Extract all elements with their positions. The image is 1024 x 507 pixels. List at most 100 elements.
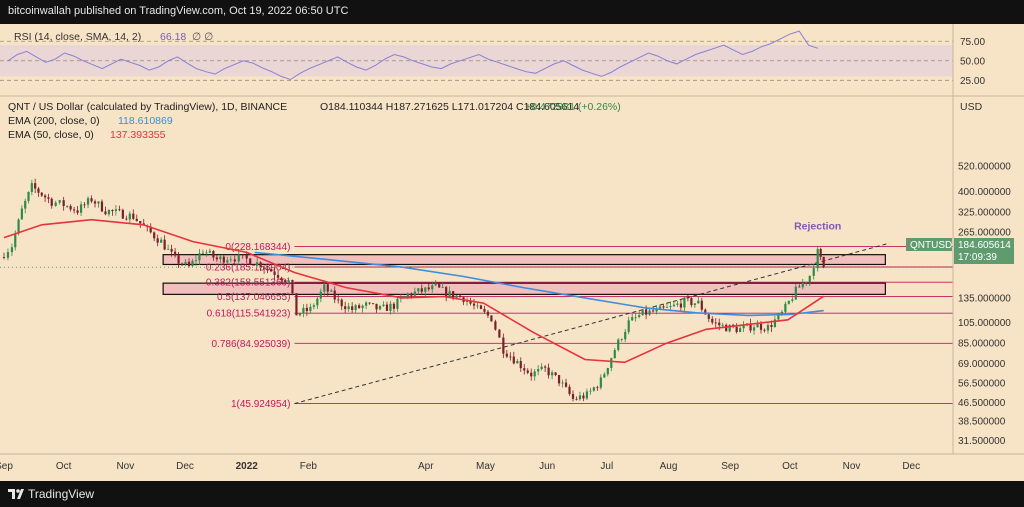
candle-body xyxy=(76,210,79,213)
candle-body xyxy=(465,301,469,303)
candle-body xyxy=(245,254,248,259)
candle-body xyxy=(37,188,40,193)
candle-body xyxy=(337,299,340,301)
candle-body xyxy=(256,262,259,266)
footer-bar: TradingView xyxy=(0,481,1024,507)
candle-body xyxy=(222,256,225,263)
published-text: bitcoinwallah published on TradingView.c… xyxy=(8,5,349,17)
candle-body xyxy=(641,309,644,316)
candle-body xyxy=(816,248,819,269)
candle-body xyxy=(773,319,777,327)
candle-body xyxy=(742,325,745,329)
candle-body xyxy=(448,291,451,297)
candle-body xyxy=(351,306,354,310)
candle-body xyxy=(273,271,276,275)
candle-body xyxy=(170,248,173,252)
candle-body xyxy=(319,291,322,299)
candle-body xyxy=(749,323,752,331)
price-tick-label: 135.000000 xyxy=(958,293,1011,304)
candle-body xyxy=(316,298,319,306)
time-tick-label: Jun xyxy=(539,461,555,472)
candle-body xyxy=(198,253,201,261)
candle-body xyxy=(683,297,686,308)
fib-level-label: 0.236(185.158904) xyxy=(206,262,291,273)
candle-body xyxy=(173,251,177,256)
price-tick-label: 69.000000 xyxy=(958,359,1006,370)
candle-body xyxy=(330,290,333,292)
price-chart-svg[interactable]: RSI (14, close, SMA, 14, 2) 66.18 ∅ ∅ 75… xyxy=(0,24,1024,481)
candle-body xyxy=(191,260,194,267)
candle-body xyxy=(118,209,121,211)
candle-body xyxy=(153,232,156,239)
candle-body xyxy=(523,368,526,371)
candle-body xyxy=(212,250,215,258)
dashed-trendline xyxy=(294,242,890,405)
ema50-line xyxy=(3,218,825,364)
price-axis[interactable]: USD 520.000000 400.000000 325.000000 265.00… xyxy=(906,101,1014,447)
time-tick-label: Oct xyxy=(56,461,72,472)
candle-body xyxy=(347,306,350,310)
candle-body xyxy=(801,282,804,288)
candle-body xyxy=(472,303,476,306)
candle-body xyxy=(537,369,540,372)
candle-body xyxy=(509,356,512,358)
candle-body xyxy=(700,300,703,310)
candle-body xyxy=(599,377,602,388)
candle-body xyxy=(392,303,396,309)
candle-body xyxy=(627,320,630,332)
price-pane[interactable]: 0(228.168344) 0.236(185.158904) 0.382(158.… xyxy=(0,178,953,410)
candle-body xyxy=(291,280,294,294)
candle-body xyxy=(287,280,290,283)
candle-body xyxy=(505,353,508,357)
time-tick-label: Aug xyxy=(660,461,678,472)
price-tags: QNTUSD 184.605614 17:09:39 xyxy=(906,238,1014,264)
candle-body xyxy=(139,221,142,224)
candle-body xyxy=(205,252,208,254)
price-tick-label: 38.500000 xyxy=(958,416,1006,427)
candle-body xyxy=(697,300,700,304)
candle-body xyxy=(445,287,448,297)
candle-body xyxy=(132,213,135,219)
candle-body xyxy=(585,391,589,399)
price-zone xyxy=(162,282,886,295)
candle-body xyxy=(79,204,83,213)
candle-body xyxy=(298,313,302,316)
time-tick-label: Nov xyxy=(116,461,134,472)
candle-body xyxy=(551,372,554,376)
candle-body xyxy=(613,350,616,359)
candle-body xyxy=(431,285,434,290)
time-tick-label: Sep xyxy=(0,461,13,472)
supply-demand-zones xyxy=(162,254,886,295)
candle-body xyxy=(721,324,724,326)
candle-body xyxy=(27,191,30,201)
candle-body xyxy=(603,374,606,378)
candle-body xyxy=(100,201,104,212)
candle-body xyxy=(276,274,280,278)
fib-level-label: 0(228.168344) xyxy=(225,242,290,253)
candle-body xyxy=(83,204,86,206)
candle-body xyxy=(631,317,634,321)
candle-body xyxy=(14,233,17,248)
candle-body xyxy=(455,295,458,298)
candle-body xyxy=(479,305,483,309)
candle-body xyxy=(364,302,368,306)
chart-area[interactable]: RSI (14, close, SMA, 14, 2) 66.18 ∅ ∅ 75… xyxy=(0,24,1024,481)
candle-body xyxy=(704,309,707,315)
candle-body xyxy=(707,314,710,319)
time-axis[interactable]: Sep Oct Nov Dec 2022 Feb Apr May Jun Jul Aug Sep Oct… xyxy=(0,461,920,472)
rsi-title: RSI (14, close, SMA, 14, 2) xyxy=(14,31,141,43)
candle-body xyxy=(215,257,218,260)
candle-body xyxy=(564,382,568,387)
candle-body xyxy=(452,291,455,298)
candle-body xyxy=(494,321,497,330)
candle-body xyxy=(512,356,515,364)
candle-body xyxy=(617,339,620,351)
candle-body xyxy=(725,324,728,332)
candle-body xyxy=(575,398,578,400)
candle-body xyxy=(780,311,783,314)
candle-body xyxy=(756,324,759,328)
candle-body xyxy=(561,382,564,384)
candle-body xyxy=(469,301,472,304)
candle-body xyxy=(396,298,399,309)
rsi-tick-label: 75.00 xyxy=(960,37,985,48)
